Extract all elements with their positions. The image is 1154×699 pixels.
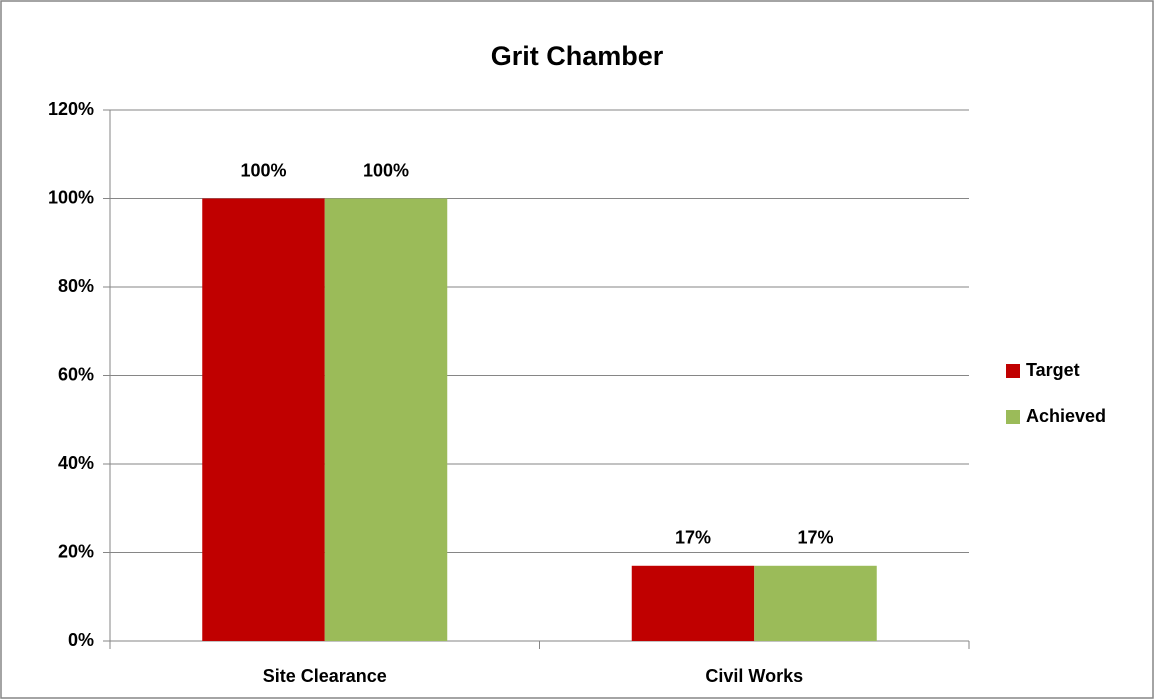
bar <box>631 565 755 641</box>
data-label: 17% <box>675 528 711 548</box>
x-tick-label: Site Clearance <box>263 666 387 686</box>
y-tick-label: 120% <box>48 99 94 119</box>
chart-title: Grit Chamber <box>491 41 664 71</box>
x-tick-label: Civil Works <box>705 666 803 686</box>
data-label: 17% <box>797 528 833 548</box>
legend-swatch <box>1006 410 1020 424</box>
y-tick-label: 40% <box>58 453 94 473</box>
y-tick-label: 80% <box>58 276 94 296</box>
y-tick-label: 60% <box>58 364 94 384</box>
data-label: 100% <box>363 160 409 180</box>
y-tick-label: 20% <box>58 541 94 561</box>
legend-label: Target <box>1026 360 1080 380</box>
bar <box>202 198 325 641</box>
y-tick-label: 100% <box>48 187 94 207</box>
bar <box>324 198 448 641</box>
legend-swatch <box>1006 364 1020 378</box>
y-tick-label: 0% <box>68 630 94 650</box>
bar <box>754 565 877 641</box>
legend-label: Achieved <box>1026 406 1106 426</box>
data-label: 100% <box>240 160 286 180</box>
